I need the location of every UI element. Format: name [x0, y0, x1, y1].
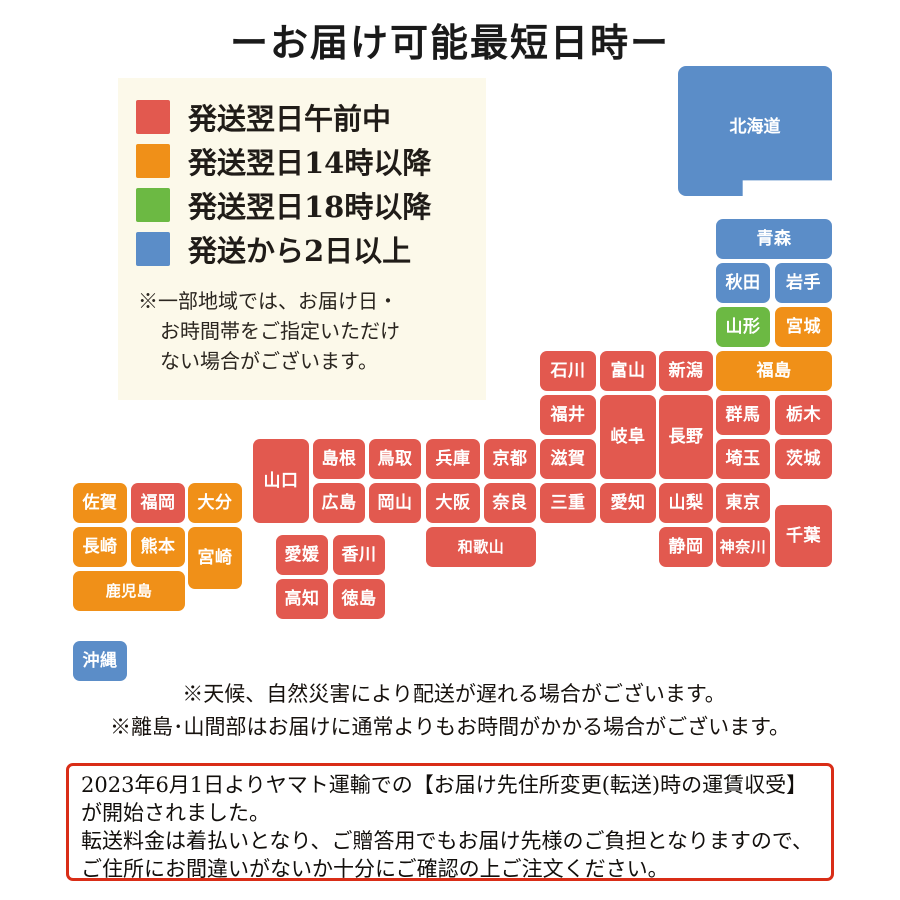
- prefecture-tile[interactable]: 静岡: [659, 527, 713, 567]
- prefecture-tile[interactable]: 千葉: [775, 505, 832, 567]
- prefecture-tile[interactable]: 青森: [716, 219, 832, 259]
- prefecture-tile[interactable]: 神奈川: [716, 527, 770, 567]
- delivery-note-remote-areas: ※離島･山間部はお届けに通常よりもお時間がかかる場合がございます。: [110, 714, 790, 739]
- warning-line-3: 転送料金は着払いとなり、ご贈答用でもお届け先様のご負担となりますので、: [81, 828, 814, 853]
- prefecture-tile[interactable]: 茨城: [775, 439, 832, 479]
- delivery-note-weather: ※天候、自然災害により配送が遅れる場合がございます。: [182, 682, 726, 706]
- prefecture-tile[interactable]: 石川: [540, 351, 596, 391]
- prefecture-tile[interactable]: 埼玉: [716, 439, 770, 479]
- prefecture-tile[interactable]: 島根: [313, 439, 365, 479]
- legend-swatch-red: [136, 100, 170, 134]
- prefecture-tile[interactable]: 愛知: [600, 483, 656, 523]
- legend-label-blue: 発送から2日以上: [188, 234, 412, 268]
- prefecture-tile[interactable]: 栃木: [775, 395, 832, 435]
- prefecture-tile[interactable]: 奈良: [484, 483, 536, 523]
- prefecture-tile[interactable]: 沖縄: [73, 641, 127, 681]
- prefecture-tile[interactable]: 長野: [659, 395, 713, 479]
- prefecture-tile[interactable]: 東京: [716, 483, 770, 523]
- prefecture-tile[interactable]: 鳥取: [369, 439, 421, 479]
- prefecture-tile[interactable]: 富山: [600, 351, 656, 391]
- prefecture-tile[interactable]: 滋賀: [540, 439, 596, 479]
- page-title: ーお届け可能最短日時ー: [229, 20, 670, 65]
- legend-label-green: 発送翌日18時以降: [188, 190, 432, 224]
- prefecture-tile[interactable]: 秋田: [716, 263, 770, 303]
- prefecture-tile[interactable]: 福岡: [131, 483, 185, 523]
- prefecture-tile[interactable]: 鹿児島: [73, 571, 185, 611]
- warning-line-2: が開始されました。: [81, 800, 270, 825]
- prefecture-tile[interactable]: 大分: [188, 483, 242, 523]
- prefecture-tile[interactable]: 高知: [276, 579, 328, 619]
- legend-item-blue: 発送から2日以上: [136, 228, 411, 270]
- prefecture-tile[interactable]: 宮崎: [188, 527, 242, 589]
- prefecture-tile[interactable]: 香川: [333, 535, 385, 575]
- shipping-fee-warning-box: 2023年6月1日よりヤマト運輸での【お届け先住所変更(転送)時の運賃収受】 が…: [66, 763, 834, 881]
- prefecture-tile[interactable]: 京都: [484, 439, 536, 479]
- prefecture-tile[interactable]: 和歌山: [426, 527, 536, 567]
- warning-line-1: 2023年6月1日よりヤマト運輸での【お届け先住所変更(転送)時の運賃収受】: [81, 773, 808, 797]
- legend-note-line-1: ※一部地域では、お届け日・: [138, 289, 398, 313]
- legend-label-orange: 発送翌日14時以降: [188, 146, 432, 180]
- legend-label-red: 発送翌日午前中: [188, 102, 392, 136]
- legend-panel: 発送翌日午前中発送翌日14時以降 発送翌日18時以降 発送から2日以上 ※一部地域で…: [118, 78, 486, 400]
- prefecture-tile[interactable]: 佐賀: [73, 483, 127, 523]
- legend-swatch-blue: [136, 232, 170, 266]
- prefecture-label-hokkaido: 北海道: [729, 117, 781, 137]
- prefecture-tile[interactable]: 群馬: [716, 395, 770, 435]
- legend-note: ※一部地域では、お届け日・ お時間帯をご指定いただけ ない場合がございます。: [138, 286, 468, 376]
- prefecture-tile[interactable]: 福島: [716, 351, 832, 391]
- prefecture-tile[interactable]: 三重: [540, 483, 596, 523]
- prefecture-tile[interactable]: 山形: [716, 307, 770, 347]
- legend-item-orange: 発送翌日14時以降: [136, 140, 431, 182]
- prefecture-tile[interactable]: 熊本: [131, 527, 185, 567]
- legend-swatch-orange: [136, 144, 170, 178]
- prefecture-tile[interactable]: 新潟: [659, 351, 713, 391]
- prefecture-tile[interactable]: 兵庫: [426, 439, 480, 479]
- warning-line-4: ご住所にお間違いがないか十分にご確認の上ご注文ください。: [81, 856, 669, 881]
- prefecture-tile[interactable]: 岡山: [369, 483, 421, 523]
- prefecture-tile[interactable]: 徳島: [333, 579, 385, 619]
- legend-item-red: 発送翌日午前中: [136, 96, 391, 138]
- legend-note-line-2: お時間帯をご指定いただけ: [160, 319, 400, 343]
- prefecture-tile[interactable]: 長崎: [73, 527, 127, 567]
- legend-note-line-3: ない場合がございます。: [160, 349, 378, 373]
- prefecture-tile[interactable]: 愛媛: [276, 535, 328, 575]
- prefecture-tile-hokkaido[interactable]: 北海道: [678, 66, 832, 196]
- legend-swatch-green: [136, 188, 170, 222]
- prefecture-tile[interactable]: 広島: [313, 483, 365, 523]
- prefecture-tile[interactable]: 宮城: [775, 307, 832, 347]
- delivery-notes: ※天候、自然災害により配送が遅れる場合がございます。 ※離島･山間部はお届けに通…: [0, 678, 900, 743]
- legend-item-green: 発送翌日18時以降: [136, 184, 431, 226]
- prefecture-tile[interactable]: 大阪: [426, 483, 480, 523]
- prefecture-tile[interactable]: 岐阜: [600, 395, 656, 479]
- prefecture-tile[interactable]: 山口: [253, 439, 309, 523]
- prefecture-tile[interactable]: 福井: [540, 395, 596, 435]
- prefecture-tile[interactable]: 岩手: [775, 263, 832, 303]
- prefecture-tile[interactable]: 山梨: [659, 483, 713, 523]
